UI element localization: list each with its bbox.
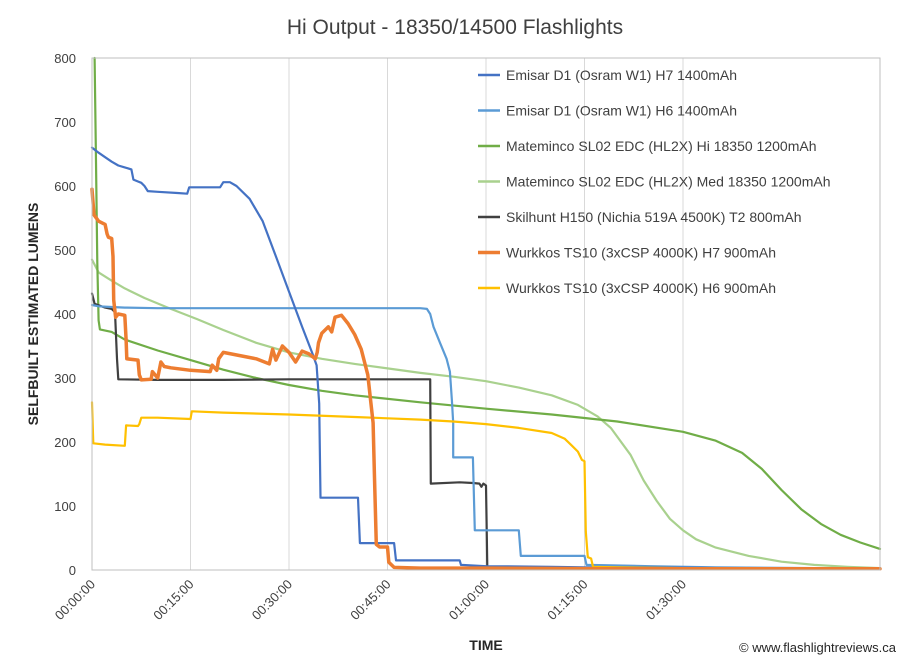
series-lines xyxy=(90,56,882,571)
y-tick-label: 800 xyxy=(54,51,76,66)
x-tick-label: 01:30:00 xyxy=(643,577,689,623)
legend-label: Wurkkos TS10 (3xCSP 4000K) H7 900mAh xyxy=(506,245,776,261)
legend-label: Mateminco SL02 EDC (HL2X) Med 18350 1200… xyxy=(506,174,831,190)
series-line xyxy=(93,56,882,550)
chart-title: Hi Output - 18350/14500 Flashlights xyxy=(287,16,623,39)
x-tick-label: 00:00:00 xyxy=(52,577,98,623)
y-tick-label: 700 xyxy=(54,115,76,130)
y-axis-ticks: 0 100 200 300 400 500 600 700 800 xyxy=(54,51,76,578)
copyright-credit: © www.flashlightreviews.ca xyxy=(739,640,897,655)
legend-label: Wurkkos TS10 (3xCSP 4000K) H6 900mAh xyxy=(506,280,776,296)
x-tick-label: 01:00:00 xyxy=(446,577,492,623)
legend-label: Mateminco SL02 EDC (HL2X) Hi 18350 1200m… xyxy=(506,138,817,154)
x-tick-label: 01:15:00 xyxy=(544,577,590,623)
grid xyxy=(91,58,684,570)
legend-label: Emisar D1 (Osram W1) H7 1400mAh xyxy=(506,67,737,83)
y-tick-label: 100 xyxy=(54,499,76,514)
series-line xyxy=(90,401,882,570)
series-line xyxy=(90,303,882,570)
x-tick-label: 00:45:00 xyxy=(347,577,393,623)
x-axis-ticks: 00:00:00 00:15:00 00:30:00 00:45:00 01:00:00… xyxy=(52,577,689,623)
x-tick-label: 00:30:00 xyxy=(249,577,295,623)
legend-label: Skilhunt H150 (Nichia 519A 4500K) T2 800… xyxy=(506,209,801,225)
y-tick-label: 300 xyxy=(54,371,76,386)
series-line xyxy=(90,258,882,570)
plot-area-border xyxy=(91,57,881,571)
y-tick-label: 600 xyxy=(54,179,76,194)
legend: Emisar D1 (Osram W1) H7 1400mAh Emisar D1… xyxy=(478,67,831,296)
series-line xyxy=(90,146,882,570)
x-tick-label: 00:15:00 xyxy=(150,577,196,623)
y-tick-label: 400 xyxy=(54,307,76,322)
y-tick-label: 0 xyxy=(69,563,76,578)
y-tick-label: 500 xyxy=(54,243,76,258)
y-axis-title: SELFBUILT ESTIMATED LUMENS xyxy=(25,203,41,426)
legend-label: Emisar D1 (Osram W1) H6 1400mAh xyxy=(506,103,737,119)
x-axis-title: TIME xyxy=(469,637,502,653)
y-tick-label: 200 xyxy=(54,435,76,450)
series-line xyxy=(90,187,882,571)
